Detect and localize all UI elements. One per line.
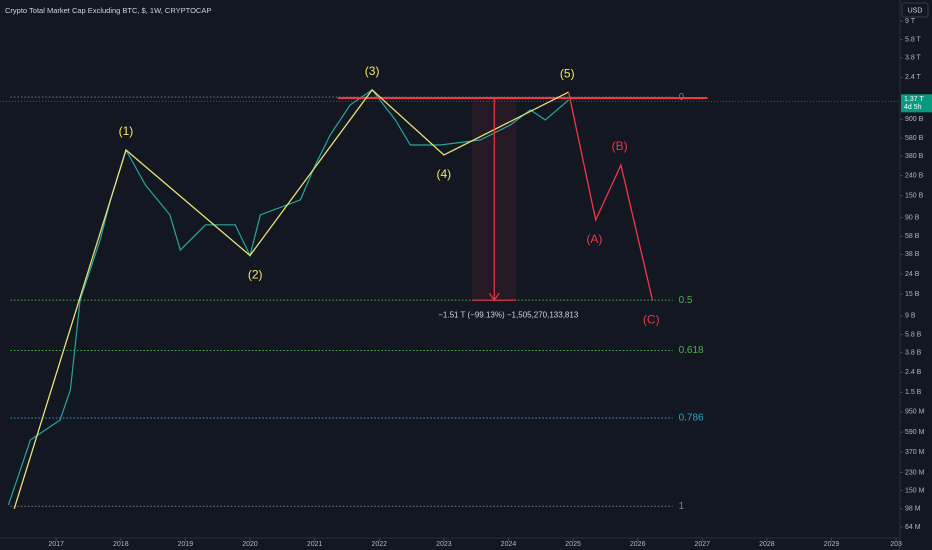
fib-label: 0.786: [679, 413, 704, 424]
y-tick-label: 2.4 T: [905, 74, 922, 81]
y-tick-label: 90 B: [905, 214, 920, 221]
x-tick-label: 2022: [371, 541, 387, 548]
y-tick-label: 3.8 B: [905, 350, 922, 357]
y-tick-label: 590 M: [905, 429, 925, 436]
currency-button[interactable]: [901, 2, 929, 18]
price-badge: [901, 94, 932, 113]
y-tick-label: 98 M: [905, 506, 921, 513]
y-tick-label: 1.5 B: [905, 389, 922, 396]
x-tick-label: 2021: [307, 541, 323, 548]
fib-label: 0.5: [679, 295, 693, 306]
y-tick-label: 9 T: [905, 18, 916, 25]
chart-title: Crypto Total Market Cap Excluding BTC, $…: [5, 6, 211, 15]
y-tick-label: 24 B: [905, 271, 920, 278]
x-tick-label: 203: [890, 541, 902, 548]
wave-label: (5): [560, 66, 575, 80]
fib-label: 0.618: [679, 345, 704, 356]
y-tick-label: 150 B: [905, 193, 924, 200]
y-tick-label: 150 M: [905, 488, 925, 495]
y-tick-label: 5.8 T: [905, 37, 922, 44]
y-tick-label: 3.8 T: [905, 55, 922, 62]
x-tick-label: 2028: [759, 541, 775, 548]
y-tick-label: 58 B: [905, 233, 920, 240]
y-tick-label: 240 B: [905, 173, 924, 180]
wave-label: (C): [643, 312, 660, 326]
y-tick-label: 2.4 B: [905, 369, 922, 376]
wave-label: (B): [612, 139, 628, 153]
x-tick-label: 2023: [436, 541, 452, 548]
x-tick-label: 2017: [48, 541, 64, 548]
wave-label: (4): [437, 167, 452, 181]
y-tick-label: 370 M: [905, 449, 925, 456]
x-tick-label: 2029: [824, 541, 840, 548]
x-tick-label: 2027: [695, 541, 711, 548]
wave-line: [13, 88, 569, 509]
price-badge-label: 1.37 T: [904, 96, 924, 103]
y-tick-label: 64 M: [905, 524, 921, 531]
x-tick-label: 2024: [501, 541, 517, 548]
y-tick-label: 380 B: [905, 153, 924, 160]
wave-label: (3): [365, 64, 380, 78]
y-tick-label: 38 B: [905, 251, 920, 258]
wave-label: (A): [586, 232, 602, 246]
fib-label: 1: [679, 501, 685, 512]
y-tick-label: 230 M: [905, 469, 925, 476]
x-tick-label: 2026: [630, 541, 646, 548]
wave-label: (2): [248, 268, 263, 282]
x-tick-label: 2020: [242, 541, 258, 548]
measure-label: −1.51 T (−99.13%) −1,505,270,133,813: [438, 310, 579, 319]
currency-label[interactable]: USD: [908, 7, 923, 14]
y-tick-label: 5.8 B: [905, 331, 922, 338]
x-tick-label: 2018: [113, 541, 129, 548]
y-tick-label: 15 B: [905, 291, 920, 298]
x-tick-label: 2025: [565, 541, 581, 548]
y-tick-label: 9 B: [905, 313, 916, 320]
price-badge-countdown: 4d 5h: [904, 104, 922, 111]
y-tick-label: 950 M: [905, 409, 925, 416]
wave-label: (1): [119, 124, 134, 138]
x-tick-label: 2019: [178, 541, 194, 548]
price-line: [7, 89, 569, 506]
wave-line: [567, 91, 654, 301]
y-tick-label: 900 B: [905, 116, 924, 123]
y-tick-label: 580 B: [905, 135, 924, 142]
